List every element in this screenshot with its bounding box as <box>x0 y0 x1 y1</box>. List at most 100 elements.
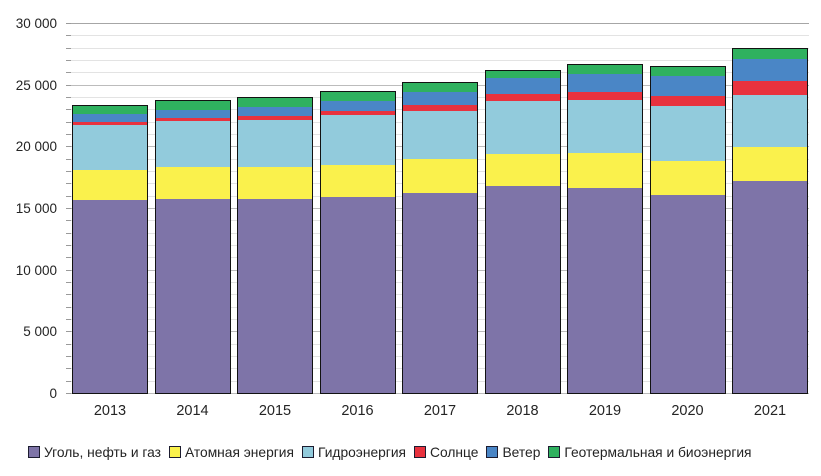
y-axis-label: 0 <box>49 386 57 401</box>
y-axis-tick <box>66 47 71 49</box>
minor-gridline <box>71 72 809 74</box>
y-axis-tick <box>66 72 71 74</box>
y-axis-tick <box>66 134 71 135</box>
y-axis-tick <box>66 232 71 234</box>
legend-item: Солнце <box>414 445 478 460</box>
y-axis-tick <box>66 171 71 172</box>
bar-segment <box>237 165 313 200</box>
bar-segment <box>319 163 396 197</box>
y-axis-tick <box>66 109 71 111</box>
y-axis-label: 20 000 <box>15 139 57 155</box>
bar-segment <box>484 152 561 186</box>
bar-segment <box>649 94 726 107</box>
y-axis-tick <box>66 331 71 333</box>
y-axis-tick <box>66 35 71 37</box>
bar-segment <box>237 97 313 108</box>
legend-item: Геотермальная и биоэнергия <box>548 444 752 460</box>
minor-gridline <box>71 60 809 61</box>
y-axis-tick <box>66 183 71 185</box>
bar-segment <box>154 119 231 168</box>
bar-segment <box>567 64 643 74</box>
bar-segment <box>484 69 561 79</box>
bar-segment <box>484 184 561 394</box>
bar-segment <box>72 168 148 201</box>
bar-segment <box>567 98 643 154</box>
plot-area <box>66 23 809 394</box>
bar-segment <box>319 195 396 394</box>
y-axis-tick <box>66 380 71 382</box>
y-axis-tick <box>66 220 71 222</box>
bar-segment <box>72 104 148 115</box>
y-axis-label: 15 000 <box>15 201 57 216</box>
bar-segment <box>237 197 313 394</box>
legend-item: Атомная энергия <box>168 444 294 460</box>
y-axis-tick <box>66 343 71 345</box>
y-axis-tick <box>66 393 71 394</box>
bar-segment <box>649 65 726 77</box>
legend-item: Гидроэнергия <box>302 445 406 460</box>
bar-segment <box>72 198 148 394</box>
y-axis-tick <box>66 368 71 370</box>
y-axis-tick <box>66 306 71 308</box>
bar-segment <box>732 179 808 394</box>
legend-label: Ветер <box>502 444 541 460</box>
bar-segment <box>732 79 808 95</box>
legend-swatch <box>486 446 499 458</box>
y-axis: 0 5 000 10 000 15 000 20 000 25 000 30 000 <box>6 16 57 401</box>
bar-segment <box>732 93 808 147</box>
legend-label: Атомная энергия <box>184 444 294 460</box>
legend-label: Уголь, нефть и газ <box>44 444 161 460</box>
y-axis-tick <box>66 158 71 160</box>
bar-segment <box>319 90 396 101</box>
y-axis-label: 25 000 <box>15 77 57 93</box>
y-axis-tick <box>66 319 71 320</box>
y-axis-tick <box>66 84 71 86</box>
x-axis-label: 2017 <box>423 403 457 419</box>
y-axis-tick <box>66 60 71 61</box>
bar-segment <box>732 48 808 60</box>
y-axis-tick <box>66 245 71 246</box>
legend-swatch <box>414 446 427 458</box>
bar-segment <box>319 99 396 111</box>
bar-segment <box>732 57 808 81</box>
bar-segment <box>484 99 561 154</box>
y-axis-tick <box>66 23 71 24</box>
y-axis-tick <box>66 282 71 283</box>
legend-swatch <box>168 446 181 458</box>
legend-label: Солнце <box>430 444 479 460</box>
legend-item: Уголь, нефть и газ <box>28 445 161 460</box>
bar-segment <box>154 197 231 394</box>
minor-gridline <box>71 47 809 49</box>
x-axis-label: 2013 <box>93 403 127 419</box>
bar-segment <box>649 74 726 96</box>
bar-segment <box>567 186 643 394</box>
y-axis-tick <box>66 294 71 296</box>
bar-segment <box>732 145 808 181</box>
legend-label: Геотермальная и биоэнергия <box>564 444 752 460</box>
bar-segment <box>484 76 561 94</box>
y-axis-label: 5 000 <box>23 324 57 340</box>
bar-segment <box>154 165 231 199</box>
bar-segment <box>402 191 478 394</box>
x-axis-label: 2018 <box>506 403 539 419</box>
y-axis-tick <box>66 208 71 209</box>
bar-segment <box>567 151 643 188</box>
bar-segment <box>72 123 148 171</box>
bar-segment <box>237 105 313 117</box>
bar-segment <box>402 90 478 105</box>
bar-segment <box>402 157 478 193</box>
y-axis-tick <box>66 195 71 197</box>
major-gridline <box>71 23 809 24</box>
y-axis-label: 30 000 <box>15 16 57 31</box>
legend-swatch <box>302 446 314 458</box>
x-axis-label: 2015 <box>258 403 292 419</box>
y-axis-tick <box>66 121 71 123</box>
legend-label: Гидроэнергия <box>318 444 407 460</box>
y-axis-tick <box>66 97 71 98</box>
legend-swatch <box>28 446 40 458</box>
y-axis-tick <box>66 257 71 259</box>
x-axis-label: 2020 <box>671 403 704 419</box>
bar-segment <box>649 159 726 196</box>
bar-segment <box>649 104 726 162</box>
